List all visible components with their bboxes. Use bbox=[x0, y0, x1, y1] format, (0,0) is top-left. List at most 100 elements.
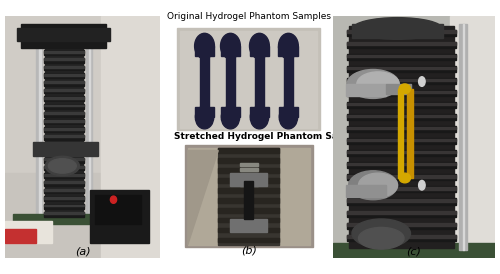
Bar bbox=[349, 26, 455, 248]
Ellipse shape bbox=[250, 33, 270, 59]
Bar bbox=[347, 90, 456, 96]
Bar bbox=[44, 189, 84, 191]
Bar bbox=[347, 91, 456, 93]
Bar bbox=[44, 204, 84, 207]
Ellipse shape bbox=[222, 106, 240, 129]
Bar bbox=[44, 65, 84, 70]
Ellipse shape bbox=[46, 156, 80, 176]
Bar bbox=[44, 81, 84, 86]
Bar bbox=[33, 142, 98, 156]
Bar bbox=[226, 56, 234, 107]
Bar bbox=[347, 222, 456, 229]
Bar bbox=[230, 173, 267, 186]
Bar bbox=[188, 148, 310, 245]
Bar bbox=[5, 229, 36, 243]
Text: Stretched Hydrogel Phantom Sample: Stretched Hydrogel Phantom Sample bbox=[174, 132, 363, 141]
Bar bbox=[44, 120, 84, 122]
Bar bbox=[194, 46, 214, 56]
Bar bbox=[177, 28, 320, 130]
Bar bbox=[347, 199, 456, 202]
Bar bbox=[279, 107, 297, 118]
Bar bbox=[218, 178, 279, 183]
Text: Original Hydrogel Phantom Samples: Original Hydrogel Phantom Samples bbox=[166, 12, 331, 21]
Bar bbox=[347, 150, 456, 156]
Bar bbox=[386, 84, 410, 94]
Bar bbox=[398, 89, 403, 178]
Bar bbox=[44, 204, 84, 209]
Ellipse shape bbox=[194, 33, 214, 59]
Bar bbox=[44, 142, 84, 147]
Ellipse shape bbox=[353, 18, 442, 39]
Ellipse shape bbox=[399, 173, 410, 183]
Bar bbox=[240, 183, 258, 186]
Bar bbox=[347, 30, 456, 36]
Bar bbox=[347, 223, 456, 226]
Bar bbox=[44, 196, 84, 201]
Ellipse shape bbox=[347, 70, 399, 98]
Ellipse shape bbox=[358, 173, 398, 197]
Bar bbox=[44, 181, 84, 186]
Bar bbox=[255, 56, 264, 107]
Bar bbox=[39, 33, 40, 221]
Bar bbox=[44, 58, 84, 63]
Bar bbox=[347, 211, 456, 214]
Bar bbox=[44, 197, 84, 199]
Bar bbox=[218, 149, 279, 153]
Bar bbox=[347, 210, 456, 216]
Bar bbox=[44, 143, 84, 145]
Bar bbox=[244, 181, 254, 219]
Ellipse shape bbox=[250, 106, 268, 129]
Bar bbox=[20, 24, 106, 48]
Bar bbox=[44, 81, 84, 83]
Bar bbox=[347, 115, 456, 117]
Bar bbox=[347, 235, 456, 238]
Ellipse shape bbox=[220, 33, 240, 59]
Bar bbox=[347, 30, 456, 33]
Bar bbox=[347, 174, 456, 180]
Bar bbox=[44, 66, 84, 68]
Bar bbox=[13, 214, 121, 224]
Bar bbox=[347, 127, 456, 129]
Bar bbox=[44, 119, 84, 124]
Bar bbox=[86, 33, 92, 221]
Bar bbox=[218, 168, 279, 173]
Bar bbox=[347, 235, 456, 241]
Bar bbox=[222, 107, 240, 118]
Bar bbox=[44, 158, 84, 160]
Bar bbox=[347, 198, 456, 204]
Bar bbox=[347, 187, 456, 190]
Ellipse shape bbox=[110, 196, 116, 203]
Bar bbox=[44, 74, 84, 76]
Bar bbox=[250, 46, 270, 56]
Bar bbox=[240, 163, 258, 166]
Bar bbox=[196, 107, 214, 118]
Bar bbox=[44, 89, 84, 93]
Bar bbox=[347, 66, 456, 72]
Bar bbox=[218, 188, 279, 193]
Bar bbox=[347, 102, 456, 108]
Bar bbox=[240, 168, 258, 171]
Bar bbox=[347, 42, 456, 48]
Bar bbox=[46, 45, 82, 221]
Bar bbox=[184, 145, 313, 247]
Bar bbox=[5, 16, 160, 173]
Bar bbox=[220, 46, 240, 56]
Bar bbox=[44, 174, 84, 176]
Bar bbox=[347, 163, 456, 165]
Bar bbox=[44, 135, 84, 137]
Bar bbox=[347, 54, 456, 60]
Bar bbox=[240, 173, 258, 176]
Ellipse shape bbox=[48, 159, 76, 173]
Bar bbox=[44, 128, 84, 130]
Bar bbox=[44, 150, 84, 155]
Bar bbox=[44, 104, 84, 107]
Bar bbox=[218, 198, 279, 203]
Ellipse shape bbox=[278, 33, 298, 59]
Bar bbox=[44, 89, 84, 91]
Bar bbox=[352, 24, 443, 38]
Bar bbox=[218, 218, 279, 222]
Bar bbox=[347, 67, 456, 69]
Bar bbox=[347, 79, 456, 81]
Bar bbox=[278, 46, 298, 56]
Bar bbox=[459, 24, 468, 250]
